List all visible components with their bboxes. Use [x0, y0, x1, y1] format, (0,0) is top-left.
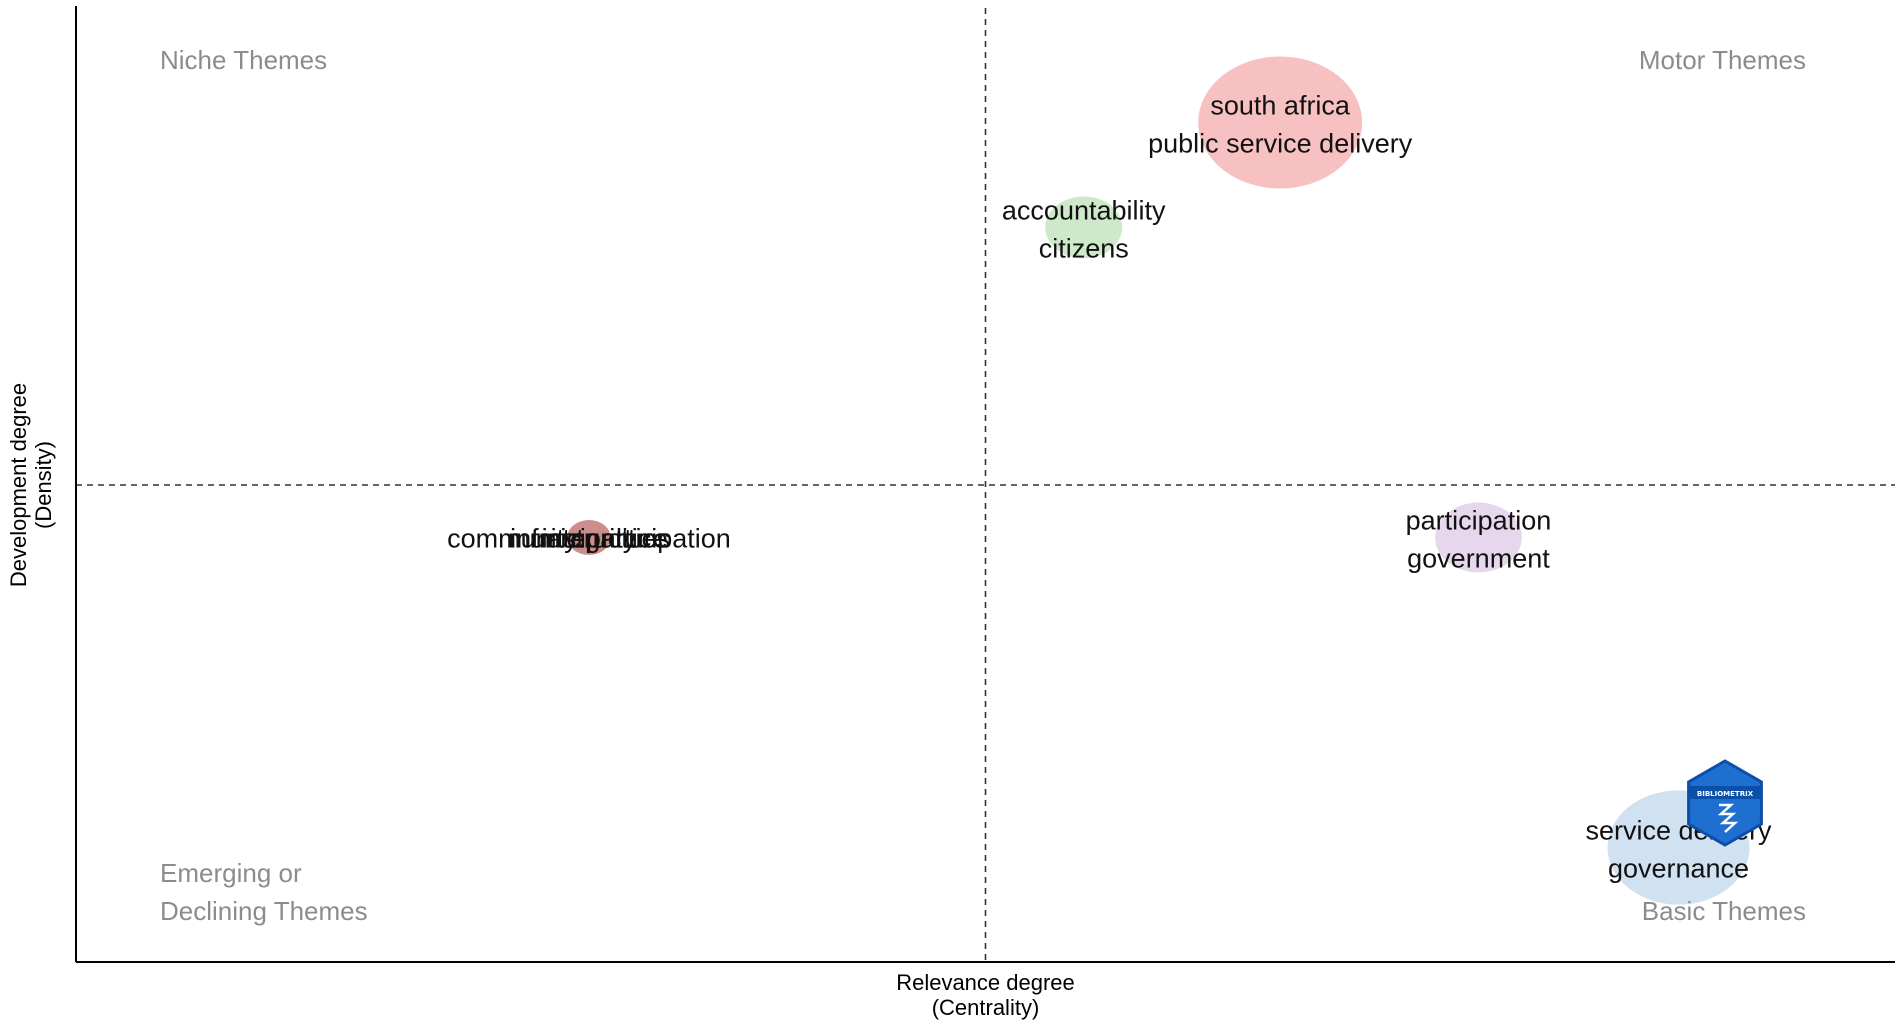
theme-labels: south africa public service delivery accou… [447, 90, 1772, 883]
x-axis-title: Relevance degree (Centrality) [896, 970, 1075, 1020]
theme-label: public service delivery [1148, 128, 1413, 158]
theme-label: integrity [542, 523, 637, 553]
plot-frame [75, 6, 1895, 963]
logo-hexagon [1687, 759, 1763, 847]
quadrant-label-emerging: Emerging or Declining Themes [160, 858, 368, 926]
theme-bubble [1435, 502, 1522, 573]
theme-label: infrastructure [510, 523, 668, 553]
quadrant-label-niche: Niche Themes [160, 45, 327, 75]
y-axis-title: Development degree(Density) [6, 383, 56, 587]
theme-label: government [1407, 543, 1550, 573]
theme-bubble [1045, 196, 1123, 259]
theme-label: south africa [1210, 90, 1351, 120]
theme-bubble [1198, 56, 1363, 189]
bubbles-layer [567, 56, 1750, 905]
quadrant-label-basic: Basic Themes [1642, 896, 1806, 926]
logo-banner [1689, 786, 1761, 799]
theme-label: citizens [1039, 233, 1129, 263]
theme-label: municipalities [508, 523, 670, 553]
axis-titles: Relevance degree (Centrality) Development … [6, 383, 1075, 1020]
theme-label: community participation [447, 523, 731, 553]
theme-label: participation [1406, 505, 1552, 535]
bibliometrix-logo: BIBLIOMETRIX [1687, 759, 1763, 847]
logo-spring-icon [1717, 803, 1739, 833]
theme-label: governance [1608, 854, 1749, 884]
logo-text: BIBLIOMETRIX [1697, 790, 1754, 798]
quadrant-guides [76, 8, 1895, 962]
quadrant-label-motor: Motor Themes [1639, 45, 1806, 75]
theme-bubble [567, 520, 611, 555]
theme-label: accountability [1002, 195, 1166, 225]
quadrant-labels: Niche Themes Motor Themes Emerging or Decli… [160, 45, 1806, 926]
